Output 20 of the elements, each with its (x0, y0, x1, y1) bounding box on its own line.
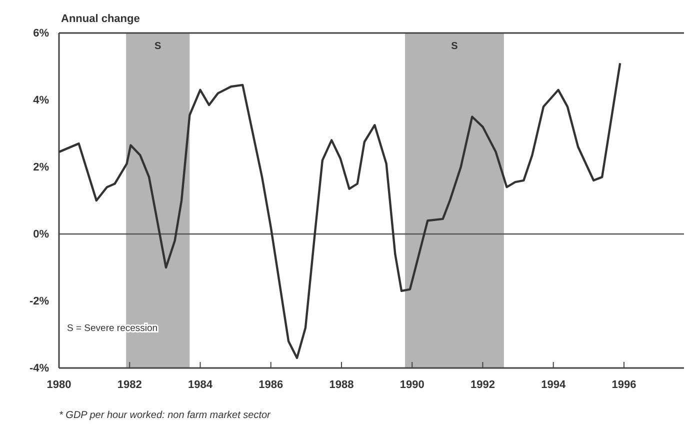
y-tick-label: -4% (29, 362, 50, 375)
y-tick-label: 2% (33, 162, 50, 174)
y-tick-label: 0% (33, 228, 50, 241)
band-label: S (451, 41, 458, 52)
text: * GDP per hour worked: non farm market sector (59, 410, 272, 421)
x-tick-label: 1996 (612, 378, 636, 391)
band-label: S (154, 41, 162, 52)
x-tick-label: 1990 (400, 378, 424, 391)
x-tick-label: 1982 (117, 378, 142, 391)
y-tick-label: 6% (33, 28, 50, 40)
x-tick-label: 1984 (188, 378, 214, 391)
y-axis-title: Annual change (61, 13, 140, 25)
y-tick-label: 4% (33, 94, 50, 107)
x-tick-label: 1988 (329, 378, 354, 391)
x-tick-label: 1992 (470, 378, 495, 391)
x-tick-label: 1994 (541, 378, 566, 391)
x-tick-label: 1980 (46, 378, 72, 391)
line-series (58, 62, 622, 360)
y-tick-label: -2% (29, 296, 50, 308)
x-tick-label: 1986 (258, 378, 284, 391)
